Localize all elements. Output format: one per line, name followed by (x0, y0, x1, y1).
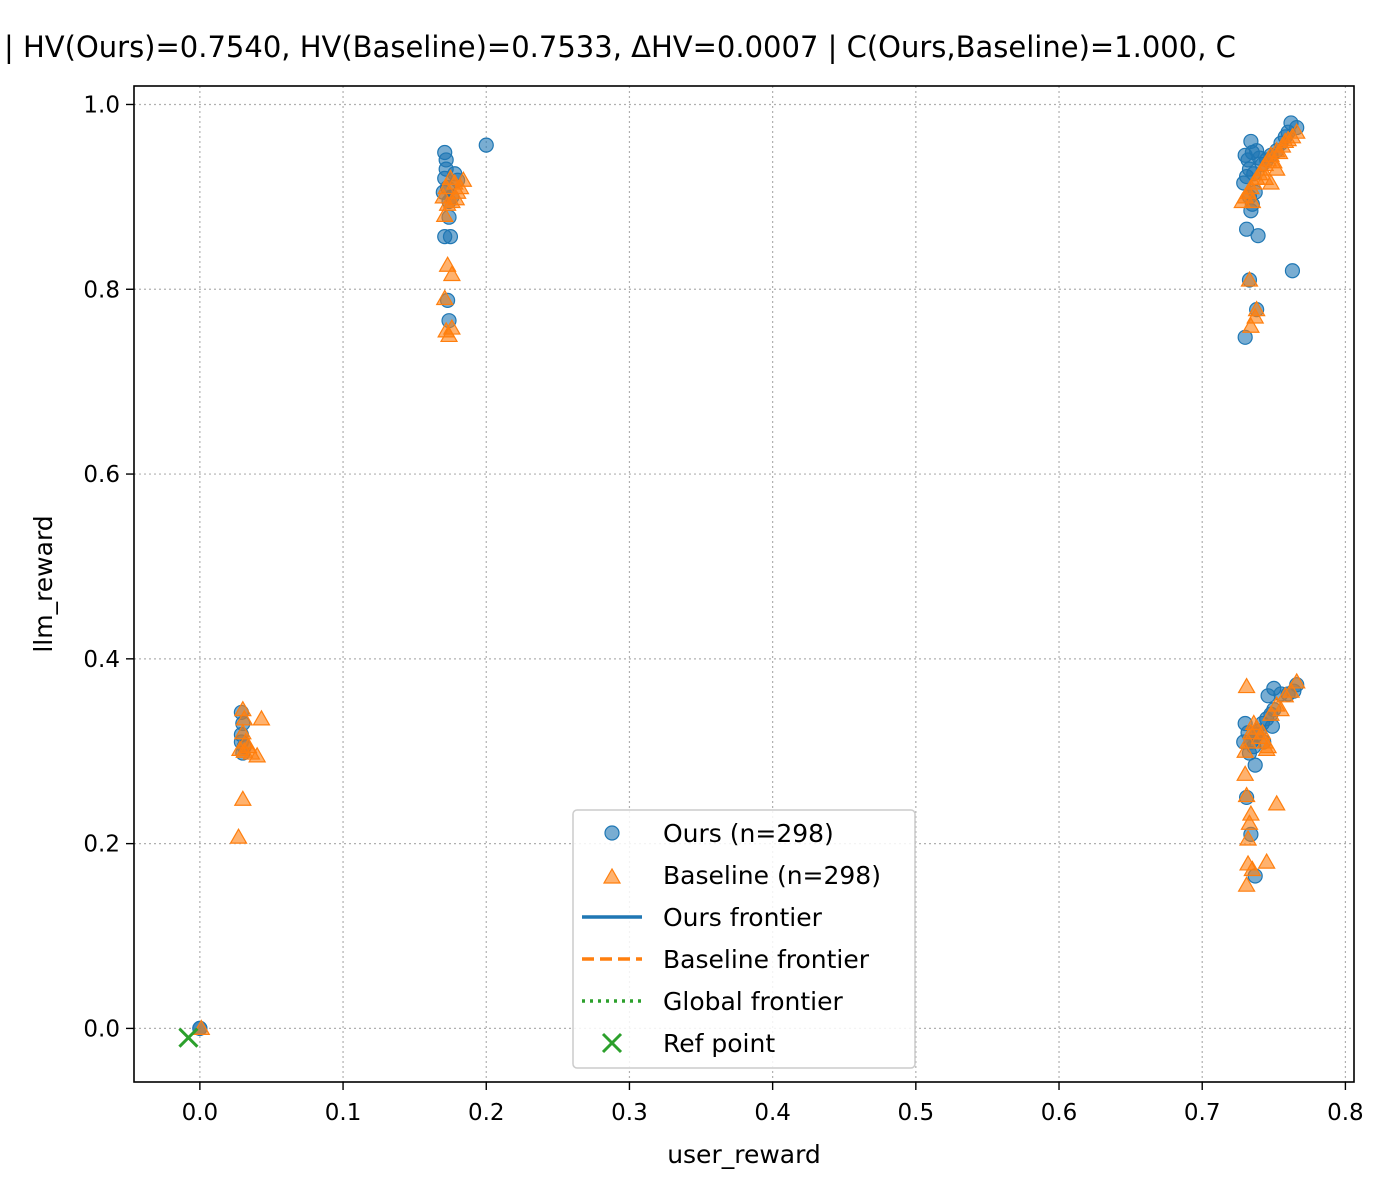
chart-title: | HV(Ours)=0.7540, HV(Baseline)=0.7533, … (4, 30, 1236, 64)
baseline-point (1243, 192, 1262, 209)
baseline-point (1257, 740, 1276, 756)
ours-point (1264, 718, 1280, 734)
baseline-point (1287, 672, 1306, 689)
x-tick-label: 0.2 (468, 1100, 505, 1126)
baseline-point (252, 709, 271, 726)
baseline-point (1237, 875, 1256, 892)
baseline-point (1240, 814, 1259, 830)
y-tick-label: 0.4 (83, 647, 120, 673)
baseline-point (1257, 852, 1276, 869)
baseline-point (1239, 829, 1258, 846)
ours-point (1239, 221, 1255, 237)
legend-symbol-5 (601, 1032, 623, 1054)
legend-label: Ref point (663, 1029, 775, 1058)
legend-label: Baseline frontier (663, 945, 870, 974)
baseline-point (1237, 786, 1256, 803)
legend-box (572, 809, 916, 1069)
baseline-point (229, 827, 248, 844)
baseline-point (1267, 159, 1286, 176)
baseline-point (1267, 794, 1286, 811)
baseline-point (442, 265, 461, 282)
y-tick-label: 0.8 (83, 277, 120, 303)
data-points (178, 115, 1306, 1048)
ours-point (442, 229, 459, 245)
baseline-point (447, 189, 466, 206)
axis-ticks: 0.0 0.1 0.2 0.3 0.4 0.5 0.6 0.7 0.8 0.0 0.2 0.4 0.6 0… (83, 92, 1363, 1126)
x-tick-label: 0.5 (898, 1100, 935, 1126)
legend-label: Ours frontier (663, 903, 823, 932)
x-axis-label: user_reward (667, 1140, 821, 1169)
ours-point (1247, 757, 1263, 773)
baseline-point (435, 206, 454, 222)
baseline-point (192, 1019, 211, 1036)
ref-point-marker (178, 1027, 199, 1048)
legend-label: Baseline (n=298) (663, 861, 881, 890)
ours-point (1284, 263, 1301, 279)
baseline-point (435, 289, 454, 306)
plot-frame (133, 85, 1355, 1083)
legend-label: Global frontier (663, 987, 843, 1016)
baseline-point (1261, 173, 1280, 190)
baseline-point (1236, 765, 1255, 781)
baseline-point (1271, 700, 1291, 717)
legend: Ours (n=298) Baseline (n=298) Ours frontie… (572, 809, 916, 1069)
baseline-point (1281, 681, 1301, 698)
baseline-point (1243, 860, 1262, 877)
legend-symbol-1 (602, 867, 622, 884)
ours-point (478, 137, 494, 153)
baseline-point (235, 709, 254, 726)
x-tick-label: 0.0 (182, 1100, 219, 1126)
baseline-point (1240, 270, 1259, 287)
baseline-point (1287, 122, 1306, 139)
x-tick-label: 0.7 (1184, 1100, 1221, 1126)
x-tick-label: 0.1 (325, 1100, 362, 1126)
x-tick-label: 0.3 (611, 1100, 648, 1126)
ours-point (1250, 228, 1266, 244)
y-tick-label: 0.6 (83, 462, 120, 488)
legend-symbol-0 (604, 825, 620, 841)
legend-label: Ours (n=298) (663, 819, 834, 848)
y-tick-label: 0.2 (83, 832, 120, 858)
baseline-point (1236, 742, 1255, 758)
baseline-point (454, 171, 473, 187)
baseline-point (1237, 677, 1256, 694)
y-tick-label: 0.0 (83, 1016, 120, 1042)
x-tick-label: 0.4 (754, 1100, 791, 1126)
y-tick-label: 1.0 (83, 92, 120, 118)
baseline-point (439, 326, 459, 343)
baseline-point (1239, 732, 1258, 749)
baseline-point (1241, 317, 1260, 333)
y-axis-label: llm_reward (29, 515, 58, 652)
baseline-point (438, 195, 457, 211)
x-tick-label: 0.8 (1327, 1100, 1364, 1126)
x-tick-label: 0.6 (1041, 1100, 1078, 1126)
baseline-point (248, 746, 267, 763)
baseline-point (233, 790, 252, 806)
